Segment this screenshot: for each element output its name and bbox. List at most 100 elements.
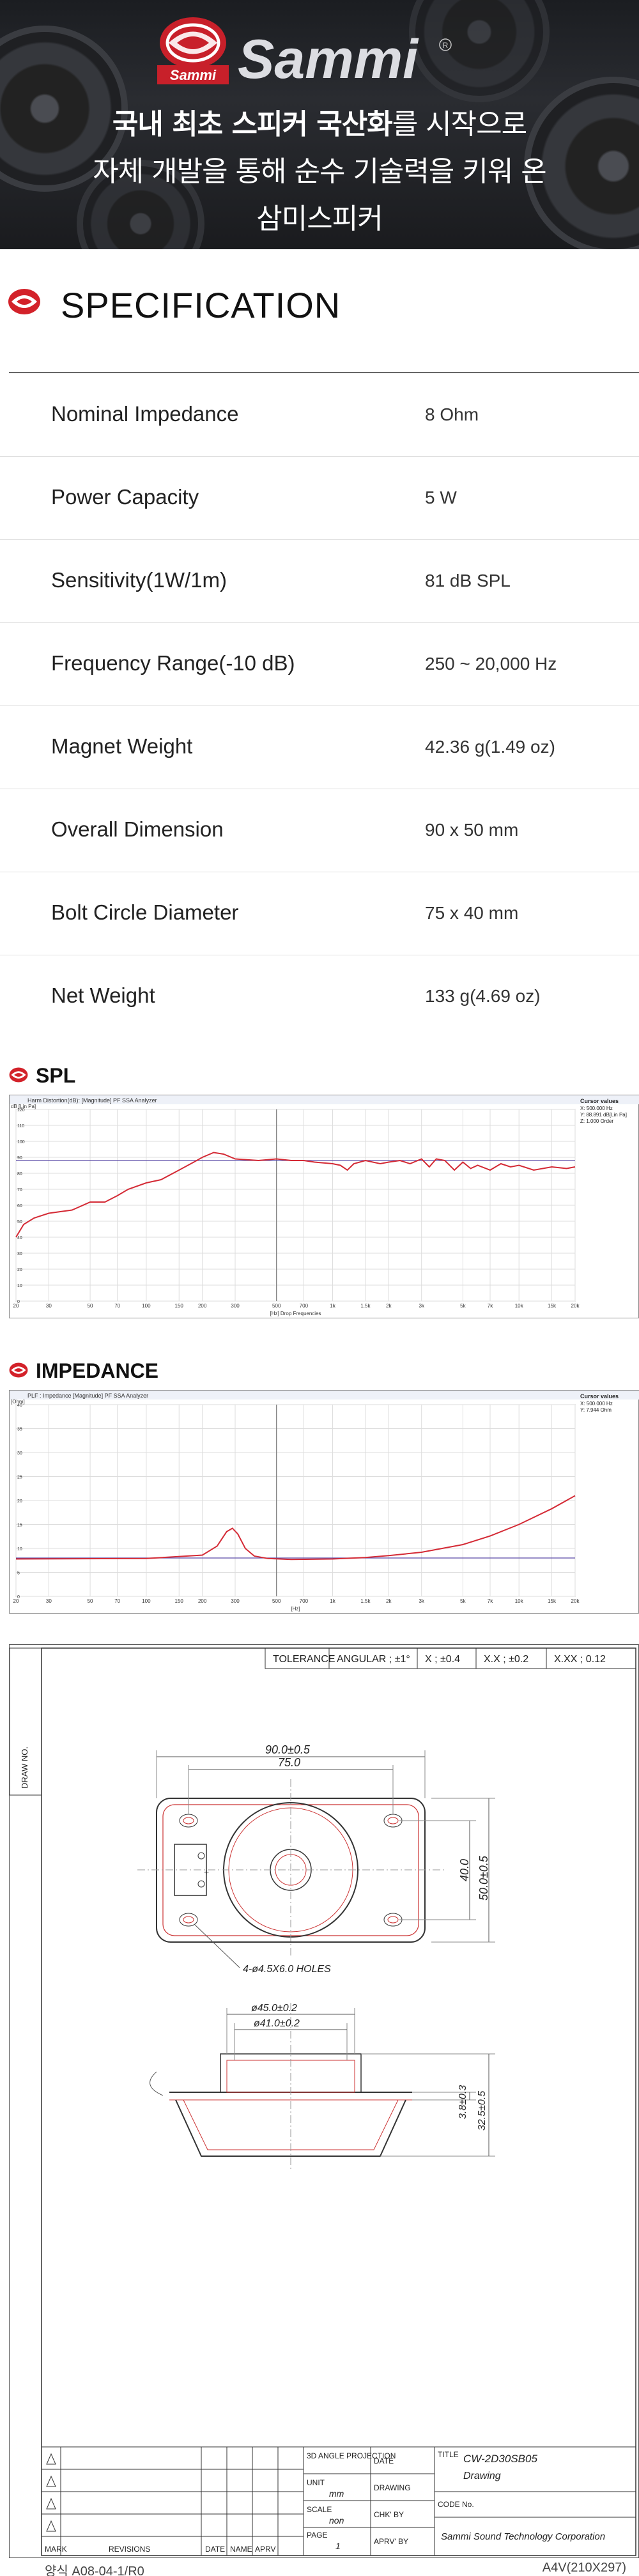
spl-section: SPL Harm Distortion(dB): [Magnitude] PF … (0, 1060, 639, 1318)
x-tick-label: 1.5k (360, 1303, 371, 1309)
cursor-value: Y: 88.891 dB[Lin Pa] (580, 1112, 627, 1118)
x-tick-label: 7k (488, 1303, 493, 1309)
x-tick-label: 150 (175, 1598, 184, 1604)
y-tick-label: 25 (17, 1476, 22, 1480)
cursor-value: Y: 7.944 Ohm (580, 1407, 612, 1413)
tb-mm: mm (329, 2488, 344, 2499)
side-view (150, 2003, 495, 2169)
tb-projection: 3D ANGLE PROJECTION (307, 2451, 396, 2460)
technical-drawing-section: TOLERANCE ANGULAR ; ±1° X ; ±0.4 X.X ; ±… (0, 1644, 639, 2576)
spec-value: 75 x 40 mm (425, 903, 519, 923)
chart-header-bar (10, 1391, 639, 1400)
dim-75: 75.0 (278, 1756, 300, 1769)
dim-3-8: 3.8±0.3 (458, 2085, 468, 2119)
dim-90: 90.0±0.5 (265, 1743, 311, 1756)
x-tick-label: 100 (142, 1598, 151, 1604)
tb-page-no: 1 (335, 2541, 341, 2551)
tb-date: DATE (374, 2456, 394, 2465)
x-tick-label: 50 (88, 1598, 93, 1604)
x-tick-label: 70 (114, 1598, 120, 1604)
spec-value: 8 Ohm (425, 405, 479, 424)
hero-banner: Sammi Sammi R 국내 최초 스피커 국산화를 시작으로 자체 개발을… (0, 0, 639, 249)
rev-mark: MARK (45, 2545, 67, 2554)
y-tick-label: 15 (17, 1523, 22, 1528)
x-tick-label: 1k (330, 1598, 335, 1604)
tb-drawing-word: Drawing (463, 2471, 501, 2481)
y-tick-label: 30 (17, 1252, 22, 1256)
x-tick-label: 5k (460, 1303, 466, 1309)
x-tick-label: 2k (386, 1598, 392, 1604)
spec-table: Nominal Impedance 8 Ohm Power Capacity 5 W S… (0, 374, 639, 1038)
spec-key: Sensitivity(1W/1m) (51, 568, 227, 592)
y-tick-label: 80 (17, 1172, 22, 1176)
y-tick-label: 120 (17, 1108, 25, 1113)
x-tick-label: 10k (515, 1303, 524, 1309)
sammi-logo: Sammi Sammi R (157, 17, 452, 90)
y-tick-label: 60 (17, 1204, 22, 1208)
spec-value: 5 W (425, 488, 457, 507)
brand-name: Sammi (238, 29, 419, 90)
form-code: 양식 A08-04-1/R0 (45, 2564, 144, 2576)
rev-date: DATE (205, 2545, 225, 2554)
tb-title: TITLE (438, 2450, 459, 2459)
spec-row: Nominal Impedance 8 Ohm (0, 374, 639, 457)
specification-section: SPECIFICATION Nominal Impedance 8 Ohm Powe… (0, 249, 639, 1038)
x-tick-label: 3k (419, 1598, 424, 1604)
holes-note: 4-ø4.5X6.0 HOLES (243, 1964, 331, 1975)
x-tick-label: 1k (330, 1303, 335, 1309)
y-tick-label: 35 (17, 1428, 22, 1432)
tolerance-xx: X.X ; ±0.2 (484, 1654, 528, 1665)
x-tick-label: 30 (46, 1303, 52, 1309)
x-tick-label: 15k (548, 1598, 557, 1604)
cursor-value: Z: 1.000 Order (580, 1118, 613, 1124)
rev-aprv: APRV (255, 2545, 275, 2554)
y-tick-label: 90 (17, 1156, 22, 1161)
x-tick-label: 300 (231, 1598, 240, 1604)
x-tick-label: 70 (114, 1303, 120, 1309)
top-view: + (137, 1750, 495, 1968)
svg-text:+: + (204, 1867, 209, 1877)
x-tick-label: 2k (386, 1303, 392, 1309)
x-tick-label: 20k (571, 1598, 580, 1604)
divider (9, 372, 639, 373)
hero-line-3: 삼미스피커 (256, 203, 383, 235)
measurement-curve (15, 1495, 576, 1561)
spec-key: Bolt Circle Diameter (51, 900, 239, 924)
cursor-value: X: 500.000 Hz (580, 1401, 613, 1407)
paper-size: A4V(210X297) (542, 2561, 626, 2575)
spec-row: Overall Dimension 90 x 50 mm (0, 789, 639, 872)
spec-row: Magnet Weight 42.36 g(1.49 oz) (0, 706, 639, 789)
x-tick-label: 3k (419, 1303, 424, 1309)
dim-40: 40.0 (458, 1859, 471, 1881)
spl-chart: Harm Distortion(dB): [Magnitude] PF SSA … (9, 1095, 639, 1318)
x-tick-label: 100 (142, 1303, 151, 1309)
y-tick-label: 5 (17, 1571, 20, 1576)
y-tick-label: 10 (17, 1547, 22, 1552)
tolerance-xxx: X.XX ; 0.12 (554, 1654, 606, 1665)
tb-chk: CHK' BY (374, 2510, 404, 2519)
tb-aprv: APRV' BY (374, 2537, 408, 2546)
measurement-curve (15, 1152, 576, 1238)
x-axis-label: [Hz] Drop Frequencies (270, 1311, 321, 1316)
spec-value: 90 x 50 mm (425, 820, 519, 840)
spec-title: SPECIFICATION (61, 285, 341, 325)
logo-badge-text: Sammi (170, 67, 217, 83)
x-tick-label: 10k (515, 1598, 524, 1604)
chart-title: SPL (36, 1064, 76, 1087)
dim-41: ø41.0±0.2 (254, 2018, 300, 2029)
y-tick-label: 100 (17, 1140, 25, 1145)
cursor-value: X: 500.000 Hz (580, 1106, 613, 1111)
draw-no-label: DRAW NO. (20, 1747, 29, 1789)
y-axis-label: [Ohm] (11, 1399, 25, 1405)
tb-code: CODE No. (438, 2500, 474, 2509)
sammi-mark-icon (8, 289, 40, 314)
spec-key: Overall Dimension (51, 817, 224, 841)
impedance-chart: PLF : Impedance [Magnitude] PF SSA Analy… (9, 1390, 639, 1614)
spec-key: Power Capacity (51, 485, 199, 509)
rev-name: NAME (230, 2545, 252, 2554)
spec-row: Bolt Circle Diameter 75 x 40 mm (0, 872, 639, 955)
tb-model: CW-2D30SB05 (463, 2453, 537, 2465)
dim-50: 50.0±0.5 (477, 1855, 490, 1901)
sammi-mark-icon (9, 1067, 28, 1083)
